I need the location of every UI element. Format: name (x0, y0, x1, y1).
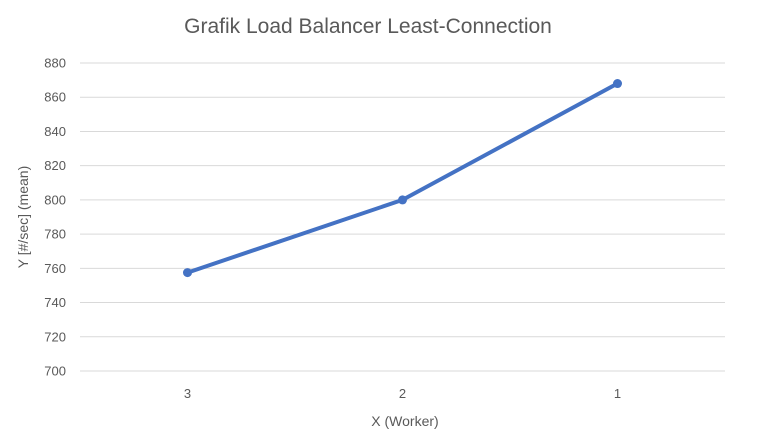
chart-title: Grafik Load Balancer Least-Connection (184, 15, 552, 38)
y-axis-ticks: 700 720 740 760 780 800 820 840 860 880 (44, 56, 66, 379)
data-point-1 (613, 79, 622, 89)
y-tick-label: 860 (44, 90, 66, 105)
y-tick-label: 780 (44, 227, 66, 242)
y-axis-label: Y [#/sec] (mean) (15, 166, 31, 268)
series-line-0 (185, 81, 620, 275)
x-tick-label: 3 (184, 386, 191, 401)
series (183, 79, 622, 278)
gridlines (80, 62, 725, 372)
y-tick-label: 720 (44, 329, 66, 344)
x-axis-ticks: 3 2 1 (184, 386, 621, 401)
y-tick-label: 760 (44, 261, 66, 276)
y-tick-label: 740 (44, 295, 66, 310)
y-tick-label: 800 (44, 192, 66, 207)
y-tick-label: 820 (44, 158, 66, 173)
y-tick-label: 840 (44, 124, 66, 139)
data-point-2 (398, 195, 407, 205)
data-point-3 (183, 268, 192, 278)
y-tick-label: 700 (44, 364, 66, 379)
x-axis-label: X (Worker) (371, 413, 438, 429)
y-tick-label: 880 (44, 56, 66, 71)
x-tick-label: 1 (614, 386, 621, 401)
x-tick-label: 2 (399, 386, 406, 401)
